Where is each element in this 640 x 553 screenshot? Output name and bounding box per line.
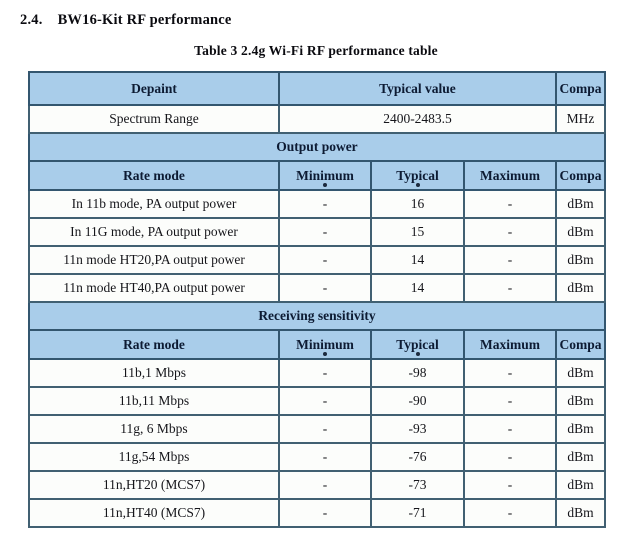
table-row: Rate mode Minimum Typical Maximum Compa: [28, 329, 606, 360]
column-header-typical: Typical: [370, 160, 465, 191]
column-header-minimum: Minimum: [278, 160, 372, 191]
unit-cell: dBm: [555, 217, 606, 247]
rate-mode-cell: 11n,HT40 (MCS7): [28, 498, 280, 528]
maximum-cell: -: [463, 217, 557, 247]
typical-cell: -90: [370, 386, 465, 416]
unit-cell: dBm: [555, 442, 606, 472]
maximum-cell: -: [463, 442, 557, 472]
minimum-cell: -: [278, 273, 372, 303]
minimum-cell: -: [278, 217, 372, 247]
rate-mode-cell: 11g,54 Mbps: [28, 442, 280, 472]
minimum-cell: -: [278, 498, 372, 528]
spectrum-range-unit: MHz: [555, 104, 606, 134]
section-heading: 2.4. BW16-Kit RF performance: [20, 12, 640, 29]
minimum-cell: -: [278, 442, 372, 472]
minimum-cell: -: [278, 414, 372, 444]
unit-cell: dBm: [555, 245, 606, 275]
table-row: 11g,54 Mbps - -76 - dBm: [28, 442, 606, 472]
table-row: 11n,HT40 (MCS7) - -71 - dBm: [28, 498, 606, 528]
typical-cell: -98: [370, 358, 465, 388]
maximum-cell: -: [463, 358, 557, 388]
unit-cell: dBm: [555, 498, 606, 528]
header-cell-compa: Compa: [555, 71, 606, 106]
table-row: Spectrum Range 2400-2483.5 MHz: [28, 104, 606, 134]
unit-cell: dBm: [555, 470, 606, 500]
unit-cell: dBm: [555, 358, 606, 388]
section-header-receiving-sensitivity: Receiving sensitivity: [28, 301, 606, 331]
table-row: 11n,HT20 (MCS7) - -73 - dBm: [28, 470, 606, 500]
rate-mode-cell: In 11G mode, PA output power: [28, 217, 280, 247]
table-row: 11g, 6 Mbps - -93 - dBm: [28, 414, 606, 444]
table-caption: Table 3 2.4g Wi-Fi RF performance table: [194, 43, 438, 58]
maximum-cell: -: [463, 273, 557, 303]
table-row: Rate mode Minimum Typical Maximum Compa: [28, 160, 606, 191]
typical-cell: 14: [370, 273, 465, 303]
section-title: BW16-Kit RF performance: [57, 12, 232, 28]
rate-mode-cell: 11g, 6 Mbps: [28, 414, 280, 444]
typical-cell: -76: [370, 442, 465, 472]
table-row: In 11b mode, PA output power - 16 - dBm: [28, 189, 606, 219]
column-header-compa: Compa: [555, 160, 606, 191]
typical-cell: 14: [370, 245, 465, 275]
table-row: Depaint Typical value Compa: [28, 71, 606, 106]
header-cell-depaint: Depaint: [28, 71, 280, 106]
maximum-cell: -: [463, 414, 557, 444]
typical-cell: 16: [370, 189, 465, 219]
maximum-cell: -: [463, 498, 557, 528]
table-row: 11n mode HT40,PA output power - 14 - dBm: [28, 273, 606, 303]
maximum-cell: -: [463, 245, 557, 275]
column-header-minimum: Minimum: [278, 329, 372, 360]
spectrum-range-label: Spectrum Range: [28, 104, 280, 134]
table-row: 11b,1 Mbps - -98 - dBm: [28, 358, 606, 388]
rf-performance-table: Depaint Typical value Compa Spectrum Ran…: [28, 71, 606, 528]
rate-mode-cell: 11b,11 Mbps: [28, 386, 280, 416]
unit-cell: dBm: [555, 273, 606, 303]
column-header-typical: Typical: [370, 329, 465, 360]
maximum-cell: -: [463, 386, 557, 416]
rate-mode-cell: 11n,HT20 (MCS7): [28, 470, 280, 500]
rate-mode-cell: 11n mode HT40,PA output power: [28, 273, 280, 303]
table-row: Receiving sensitivity: [28, 301, 606, 331]
column-header-rate-mode: Rate mode: [28, 160, 280, 191]
rate-mode-cell: 11n mode HT20,PA output power: [28, 245, 280, 275]
section-header-output-power: Output power: [28, 132, 606, 162]
unit-cell: dBm: [555, 386, 606, 416]
rate-mode-cell: 11b,1 Mbps: [28, 358, 280, 388]
header-cell-typical-value: Typical value: [278, 71, 557, 106]
maximum-cell: -: [463, 470, 557, 500]
typical-cell: 15: [370, 217, 465, 247]
section-number: 2.4.: [20, 12, 43, 28]
table-row: In 11G mode, PA output power - 15 - dBm: [28, 217, 606, 247]
minimum-cell: -: [278, 189, 372, 219]
column-header-rate-mode: Rate mode: [28, 329, 280, 360]
column-header-maximum: Maximum: [463, 160, 557, 191]
minimum-cell: -: [278, 245, 372, 275]
typical-cell: -73: [370, 470, 465, 500]
minimum-cell: -: [278, 470, 372, 500]
rate-mode-cell: In 11b mode, PA output power: [28, 189, 280, 219]
typical-cell: -93: [370, 414, 465, 444]
typical-cell: -71: [370, 498, 465, 528]
spectrum-range-value: 2400-2483.5: [278, 104, 557, 134]
minimum-cell: -: [278, 386, 372, 416]
table-row: Output power: [28, 132, 606, 162]
table-row: 11b,11 Mbps - -90 - dBm: [28, 386, 606, 416]
maximum-cell: -: [463, 189, 557, 219]
unit-cell: dBm: [555, 414, 606, 444]
table-row: 11n mode HT20,PA output power - 14 - dBm: [28, 245, 606, 275]
unit-cell: dBm: [555, 189, 606, 219]
minimum-cell: -: [278, 358, 372, 388]
column-header-maximum: Maximum: [463, 329, 557, 360]
column-header-compa: Compa: [555, 329, 606, 360]
